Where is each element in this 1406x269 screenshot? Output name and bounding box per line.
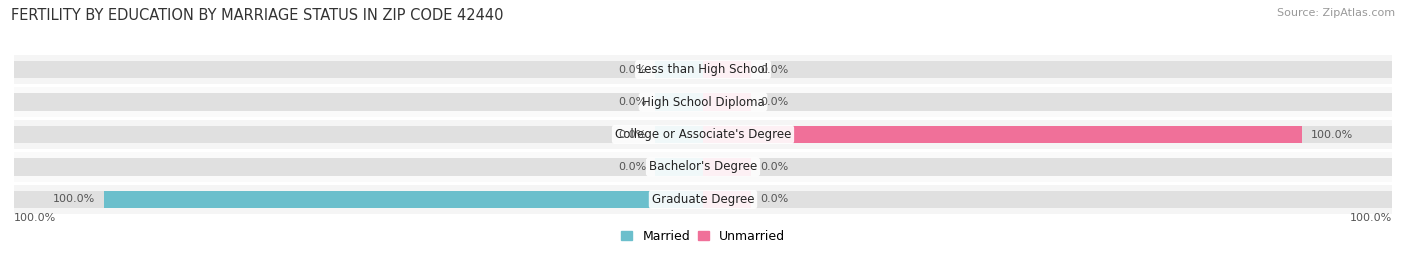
Bar — [655, 158, 703, 176]
Text: 0.0%: 0.0% — [617, 97, 647, 107]
Text: Source: ZipAtlas.com: Source: ZipAtlas.com — [1277, 8, 1395, 18]
Text: 100.0%: 100.0% — [14, 213, 56, 223]
Text: 100.0%: 100.0% — [1310, 129, 1354, 140]
Bar — [655, 93, 703, 111]
Text: Less than High School: Less than High School — [638, 63, 768, 76]
Bar — [703, 93, 751, 111]
Bar — [655, 61, 703, 79]
Bar — [14, 126, 1392, 143]
Bar — [14, 87, 1392, 117]
Text: 0.0%: 0.0% — [617, 129, 647, 140]
Bar — [655, 126, 703, 143]
Legend: Married, Unmarried: Married, Unmarried — [619, 227, 787, 245]
Text: College or Associate's Degree: College or Associate's Degree — [614, 128, 792, 141]
Text: Graduate Degree: Graduate Degree — [652, 193, 754, 206]
Bar — [14, 185, 1392, 214]
Bar — [14, 61, 1392, 79]
Bar — [703, 61, 751, 79]
Text: 100.0%: 100.0% — [52, 194, 96, 204]
Text: 0.0%: 0.0% — [759, 194, 789, 204]
Bar — [703, 126, 1302, 143]
Text: FERTILITY BY EDUCATION BY MARRIAGE STATUS IN ZIP CODE 42440: FERTILITY BY EDUCATION BY MARRIAGE STATU… — [11, 8, 503, 23]
Text: 0.0%: 0.0% — [759, 162, 789, 172]
Bar — [14, 158, 1392, 176]
Text: 0.0%: 0.0% — [759, 97, 789, 107]
Text: 0.0%: 0.0% — [617, 65, 647, 75]
Bar — [14, 55, 1392, 84]
Text: Bachelor's Degree: Bachelor's Degree — [650, 161, 756, 174]
Bar — [703, 190, 751, 208]
Text: High School Diploma: High School Diploma — [641, 95, 765, 108]
Bar — [14, 119, 1392, 150]
Bar — [703, 158, 751, 176]
Text: 0.0%: 0.0% — [617, 162, 647, 172]
Bar — [14, 190, 1392, 208]
Bar — [14, 152, 1392, 182]
Text: 0.0%: 0.0% — [759, 65, 789, 75]
Bar — [104, 190, 703, 208]
Text: 100.0%: 100.0% — [1350, 213, 1392, 223]
Bar — [14, 93, 1392, 111]
